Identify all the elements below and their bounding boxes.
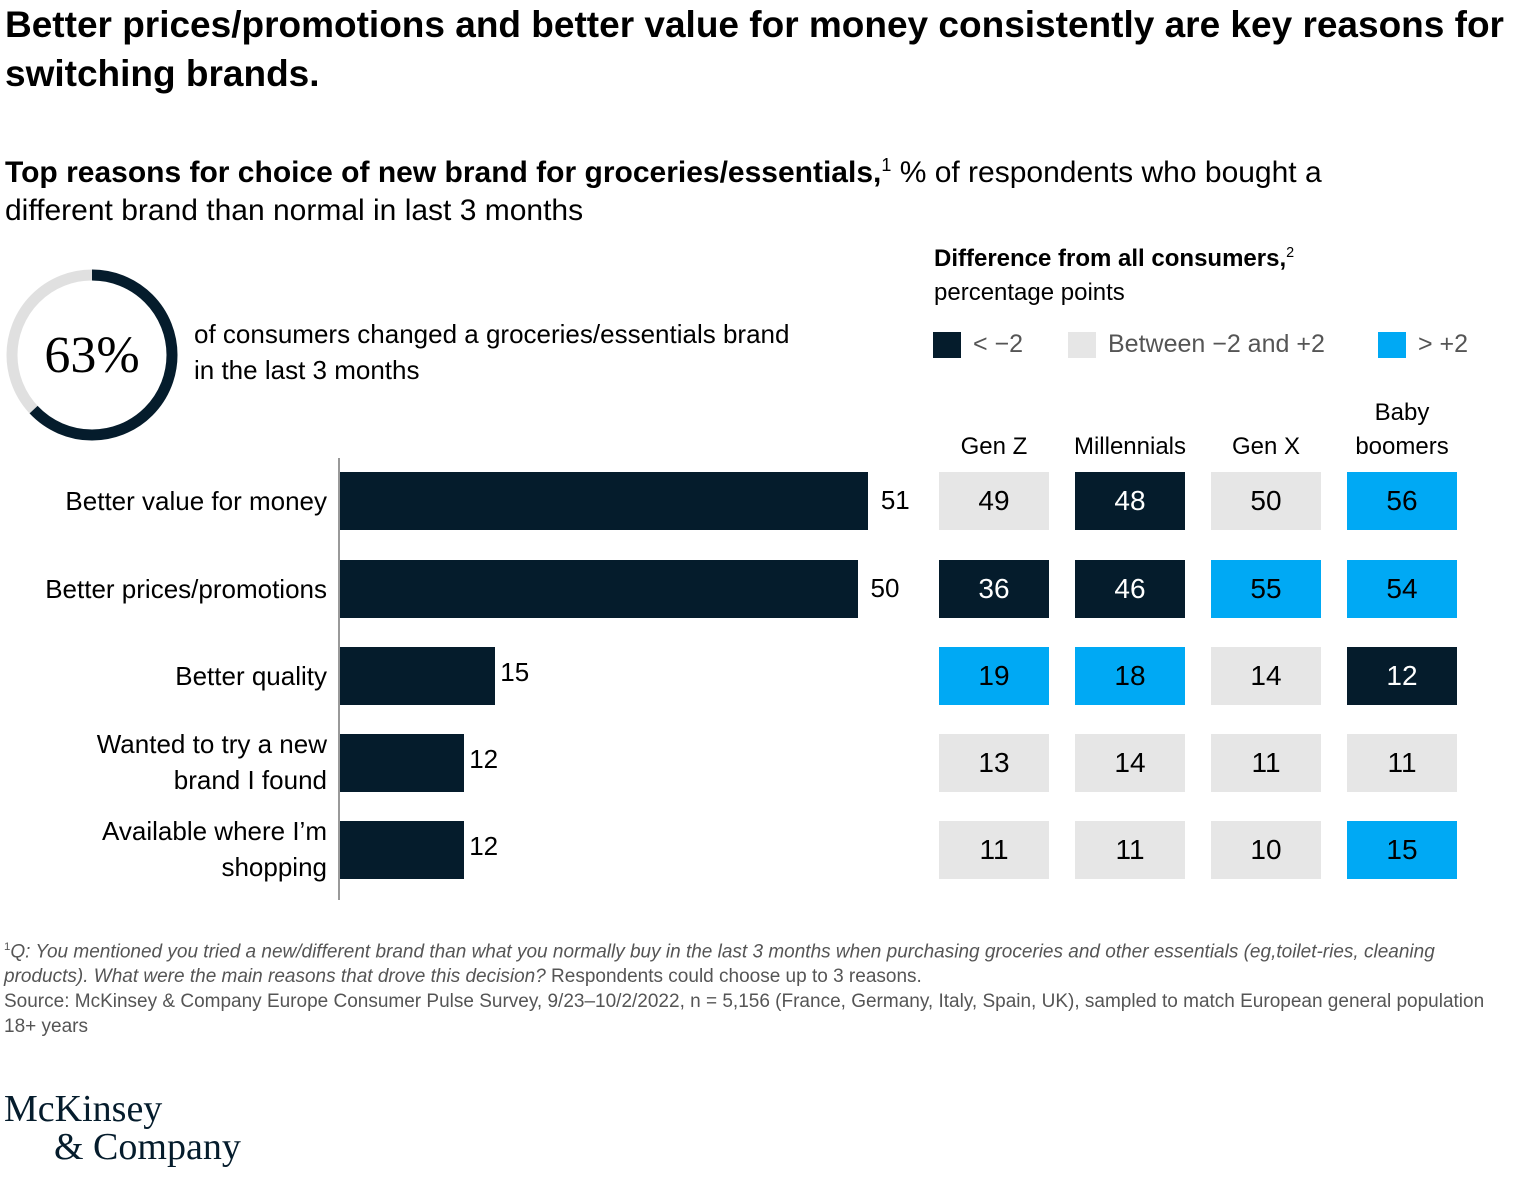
heatmap-cell: 18	[1075, 647, 1185, 705]
mckinsey-logo: McKinsey & Company	[4, 1090, 241, 1166]
heatmap-title: Difference from all consumers,2 percentag…	[934, 236, 1294, 310]
heatmap-cell: 12	[1347, 647, 1457, 705]
legend-label: > +2	[1418, 330, 1469, 358]
heatmap-cell: 19	[939, 647, 1049, 705]
legend-swatch	[933, 331, 961, 358]
heatmap-cell: 13	[939, 734, 1049, 792]
heatmap-cell: 15	[1347, 821, 1457, 879]
heatmap-cell: 10	[1211, 821, 1321, 879]
subtitle-rest: % of respondents who bought a different …	[5, 156, 1322, 227]
donut-value: 63%	[44, 326, 140, 384]
heatmap-title-bold: Difference from all consumers,	[934, 245, 1287, 272]
footnotes: 1Q: You mentioned you tried a new/differ…	[4, 935, 1514, 1039]
column-header: Baby boomers	[1355, 399, 1449, 460]
bar	[340, 472, 868, 530]
source-note: Source: McKinsey & Company Europe Consum…	[4, 991, 1485, 1038]
logo-line-1: McKinsey	[4, 1088, 163, 1130]
category-label: Better prices/promotions	[45, 574, 327, 604]
heatmap-cell: 46	[1075, 560, 1185, 618]
donut-arc	[6, 269, 178, 441]
heatmap-cell: 11	[1347, 734, 1457, 792]
heatmap-cell: 14	[1075, 734, 1185, 792]
category-label: Wanted to try a new brand I found	[96, 729, 327, 795]
heatmap-subtitle: percentage points	[934, 279, 1125, 306]
heatmap-cell: 14	[1211, 647, 1321, 705]
footnote-question: Q: You mentioned you tried a new/differe…	[4, 941, 1435, 988]
category-label: Better value for money	[65, 486, 327, 516]
subtitle-bold: Top reasons for choice of new brand for …	[5, 156, 882, 189]
category-label: Better quality	[175, 661, 327, 691]
heatmap-cell: 11	[1211, 734, 1321, 792]
donut-description: of consumers changed a groceries/essenti…	[194, 319, 790, 385]
footnote-1: 1Q: You mentioned you tried a new/differ…	[4, 935, 1514, 989]
bar-value-label: 15	[500, 657, 530, 687]
heatmap-cell: 11	[1075, 821, 1185, 879]
heatmap-cell: 54	[1347, 560, 1457, 618]
footnote-mark: 1	[4, 941, 11, 953]
legend-item: > +2	[1378, 330, 1468, 359]
bar-axis	[338, 458, 340, 900]
heatmap-cell: 48	[1075, 472, 1185, 530]
bar	[340, 821, 465, 879]
heatmap-cell: 49	[939, 472, 1049, 530]
column-header: Millennials	[1073, 433, 1187, 460]
category-label: Available where I’m shopping	[102, 816, 327, 882]
heatmap-footnote-mark: 2	[1286, 245, 1295, 261]
legend-item: Between −2 and +2	[1068, 330, 1325, 359]
legend-label: < −2	[973, 330, 1024, 358]
heatmap-cell: 50	[1211, 472, 1321, 530]
heatmap-cell: 11	[939, 821, 1049, 879]
bar-value-label: 12	[469, 744, 499, 774]
bar-value-label: 50	[870, 573, 900, 603]
bar	[340, 734, 465, 792]
bar	[340, 647, 496, 705]
donut-chart	[6, 269, 178, 441]
legend-swatch	[1068, 331, 1096, 358]
heatmap-cell: 36	[939, 560, 1049, 618]
heatmap-cell: 56	[1347, 472, 1457, 530]
bar-value-label: 51	[880, 485, 910, 515]
footnote-note: Respondents could choose up to 3 reasons…	[545, 966, 922, 988]
chart-subtitle: Top reasons for choice of new brand for …	[5, 146, 1425, 230]
column-header: Gen Z	[960, 433, 1028, 460]
logo-line-2: & Company	[54, 1126, 241, 1168]
bar	[340, 560, 858, 618]
legend-label: Between −2 and +2	[1108, 330, 1325, 358]
chart-title: Better prices/promotions and better valu…	[5, 4, 1504, 94]
bar-value-label: 12	[469, 831, 499, 861]
subtitle-footnote-mark: 1	[881, 155, 892, 175]
column-header: Gen X	[1231, 433, 1301, 460]
legend-swatch	[1378, 331, 1406, 358]
heatmap-cell: 55	[1211, 560, 1321, 618]
legend-item: < −2	[933, 330, 1023, 359]
